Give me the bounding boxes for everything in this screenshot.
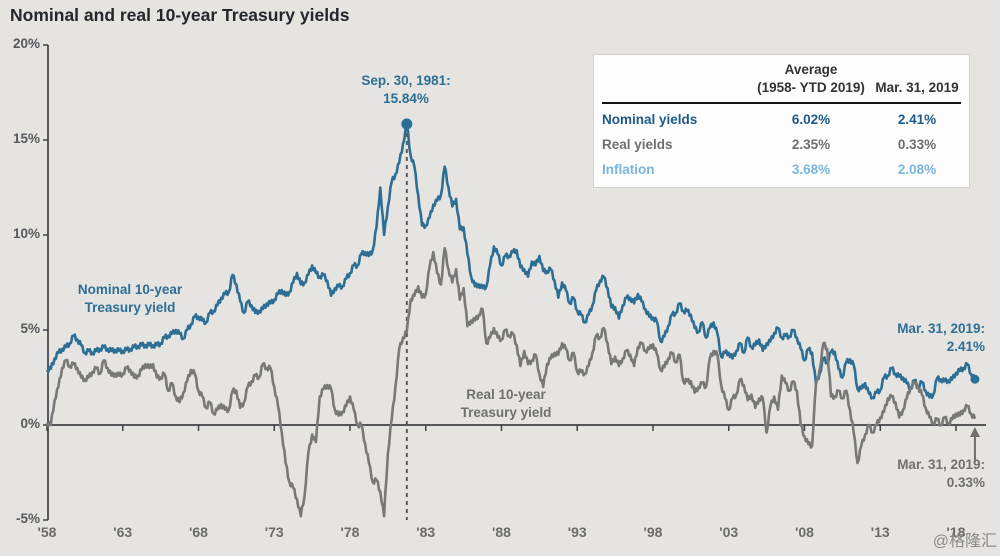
x-tick-label: '13 bbox=[870, 524, 890, 540]
y-tick-label: 5% bbox=[20, 321, 40, 336]
col-header-average: Average (1958- YTD 2019) bbox=[757, 62, 865, 95]
x-tick-label: '18 bbox=[946, 524, 966, 540]
x-tick-label: '63 bbox=[113, 524, 133, 540]
x-tick-label: '88 bbox=[492, 524, 511, 540]
real-end-annotation: Mar. 31, 2019: 0.33% bbox=[897, 457, 985, 491]
table-row-real: Real yields 2.35% 0.33% bbox=[602, 129, 961, 154]
x-tick-label: '78 bbox=[340, 524, 360, 540]
current-value: 0.33% bbox=[897, 137, 937, 153]
table-row-inflation: Inflation 3.68% 2.08% bbox=[602, 154, 961, 179]
row-label: Real yields bbox=[602, 137, 673, 153]
current-value: 2.41% bbox=[897, 112, 937, 128]
nominal-end-annotation: Mar. 31, 2019: 2.41% bbox=[897, 321, 985, 355]
y-tick-label: 10% bbox=[12, 226, 40, 241]
x-tick-label: '83 bbox=[416, 524, 436, 540]
y-tick-label: -5% bbox=[15, 511, 40, 526]
row-label: Nominal yields bbox=[602, 112, 698, 128]
nominal-series-label: Nominal 10-year Treasury yield bbox=[77, 282, 183, 316]
avg-value: 2.35% bbox=[791, 137, 831, 153]
x-tick-label: '68 bbox=[189, 524, 208, 540]
table-row-nominal: Nominal yields 6.02% 2.41% bbox=[602, 104, 961, 129]
y-tick-label: 0% bbox=[20, 416, 40, 431]
x-tick-label: '73 bbox=[264, 524, 284, 540]
avg-value: 3.68% bbox=[791, 162, 831, 178]
current-value: 2.08% bbox=[897, 162, 937, 178]
x-tick-label: '58 bbox=[37, 524, 57, 540]
summary-table: Average (1958- YTD 2019) Mar. 31, 2019 N… bbox=[593, 54, 970, 189]
summary-table-header: Average (1958- YTD 2019) Mar. 31, 2019 bbox=[602, 61, 961, 105]
x-tick-label: '93 bbox=[567, 524, 587, 540]
x-tick-label: '98 bbox=[643, 524, 663, 540]
avg-value: 6.02% bbox=[791, 112, 831, 128]
peak-annotation: Sep. 30, 1981: 15.84% bbox=[361, 73, 451, 107]
real-series-label: Real 10-year Treasury yield bbox=[460, 387, 552, 421]
watermark: @格隆汇 bbox=[932, 533, 997, 550]
page-title: Nominal and real 10-year Treasury yields bbox=[10, 5, 350, 25]
row-label: Inflation bbox=[602, 162, 655, 178]
col-header-date: Mar. 31, 2019 bbox=[875, 79, 959, 95]
x-tick-label: '03 bbox=[719, 524, 739, 540]
y-tick-label: 15% bbox=[12, 131, 40, 146]
x-tick-label: '08 bbox=[795, 524, 814, 540]
y-tick-label: 20% bbox=[12, 36, 40, 51]
